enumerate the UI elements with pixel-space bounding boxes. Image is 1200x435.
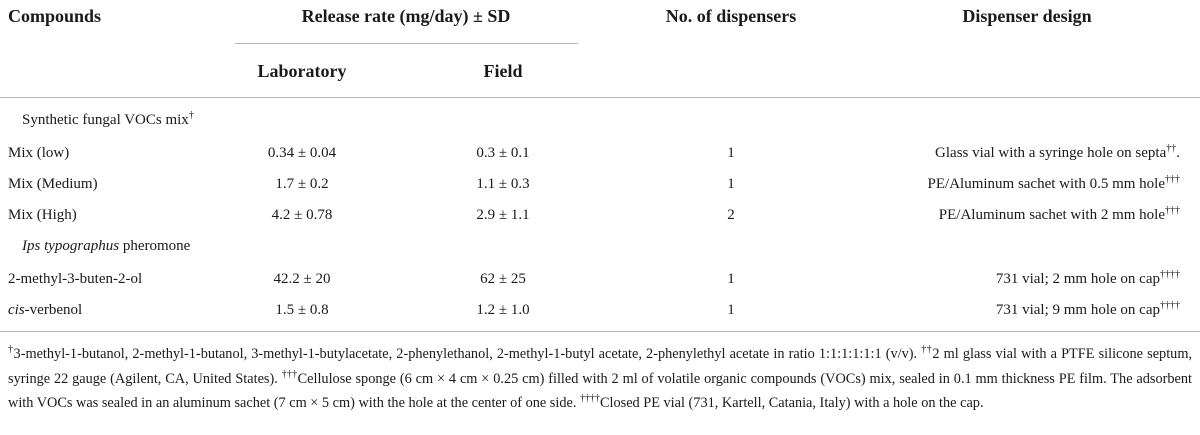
field: 62 ± 25 bbox=[480, 269, 526, 289]
design: PE/Aluminum sachet with 2 mm hole††† bbox=[939, 205, 1180, 225]
header: Dispenser design bbox=[962, 6, 1092, 26]
dispenser-count: 1 bbox=[727, 145, 735, 161]
laboratory-value: 4.2 ± 0.78 bbox=[271, 207, 333, 223]
rule bbox=[235, 43, 578, 44]
dispensers: 1 bbox=[727, 143, 735, 163]
dispensers: 2 bbox=[727, 205, 735, 225]
design: 731 vial; 2 mm hole on cap†††† bbox=[996, 269, 1180, 289]
dispensers: 1 bbox=[727, 174, 735, 194]
section-label: Synthetic fungal VOCs mix† bbox=[22, 110, 194, 130]
footnotes: †3-methyl-1-butanol, 2-methyl-1-butanol,… bbox=[8, 342, 1192, 416]
header: Release rate (mg/day) ± SD bbox=[301, 6, 511, 26]
dispenser-count: 2 bbox=[727, 207, 735, 223]
laboratory: 1.7 ± 0.2 bbox=[275, 174, 328, 194]
compound: 2-methyl-3-buten-2-ol bbox=[8, 271, 143, 287]
field: 1.1 ± 0.3 bbox=[476, 174, 529, 194]
footnote-mark: †††† bbox=[1160, 269, 1180, 280]
compound: Mix (low) bbox=[8, 145, 70, 161]
rule bbox=[0, 97, 1200, 98]
footnote-mark: † bbox=[188, 110, 194, 121]
laboratory: 4.2 ± 0.78 bbox=[272, 205, 333, 225]
field-value: 2.9 ± 1.1 bbox=[476, 207, 530, 223]
field: 0.3 ± 0.1 bbox=[476, 143, 529, 163]
dispenser-count: 1 bbox=[727, 302, 735, 318]
field: 1.2 ± 1.0 bbox=[476, 300, 529, 320]
header: No. of dispensers bbox=[665, 6, 797, 26]
footnote-mark: †††† bbox=[579, 393, 600, 404]
design: PE/Aluminum sachet with 0.5 mm hole bbox=[927, 176, 1165, 192]
footnote-text: 2 ml glass vial with a PTFE silicone sep… bbox=[8, 346, 1193, 387]
footnote-text: 3-methyl-1-butanol, 2-methyl-1-butanol, … bbox=[13, 346, 918, 362]
compound: Mix (low) bbox=[8, 143, 69, 163]
design-end: . bbox=[1176, 145, 1180, 161]
compound: Mix (High) bbox=[8, 207, 77, 223]
design: 731 vial; 9 mm hole on cap bbox=[995, 302, 1160, 318]
compound: -verbenol bbox=[24, 302, 83, 318]
design: Glass vial with a syringe hole on septa†… bbox=[935, 143, 1180, 163]
dispensers: 1 bbox=[727, 300, 735, 320]
design: 731 vial; 9 mm hole on cap†††† bbox=[996, 300, 1180, 320]
laboratory-value: 1.7 ± 0.2 bbox=[275, 176, 329, 192]
laboratory-value: 42.2 ± 20 bbox=[273, 271, 331, 287]
header: Laboratory bbox=[257, 61, 347, 81]
header: Compounds bbox=[8, 6, 102, 26]
design: PE/Aluminum sachet with 2 mm hole bbox=[938, 207, 1165, 223]
label-text: pheromone bbox=[119, 238, 191, 254]
field-value: 0.3 ± 0.1 bbox=[476, 145, 530, 161]
field-value: 1.1 ± 0.3 bbox=[476, 176, 530, 192]
compound: 2-methyl-3-buten-2-ol bbox=[8, 269, 142, 289]
laboratory: 1.5 ± 0.8 bbox=[275, 300, 328, 320]
design: 731 vial; 2 mm hole on cap bbox=[995, 271, 1160, 287]
footnote-mark: †††† bbox=[1160, 300, 1180, 311]
section-label: Ips typographus pheromone bbox=[22, 236, 190, 256]
footnote-mark: † bbox=[8, 344, 14, 355]
rule bbox=[0, 331, 1200, 332]
footnote-mark: ††† bbox=[1165, 205, 1180, 216]
footnote-mark: ††† bbox=[281, 368, 298, 380]
field-value: 62 ± 25 bbox=[480, 271, 526, 287]
compound: Mix (Medium) bbox=[8, 176, 98, 192]
design: Glass vial with a syringe hole on septa bbox=[935, 145, 1167, 161]
footnote-mark: ††† bbox=[1165, 174, 1180, 185]
label-italic: Ips typographus bbox=[22, 238, 120, 254]
footnote-mark: †† bbox=[1166, 143, 1177, 154]
field: 2.9 ± 1.1 bbox=[476, 205, 529, 225]
dispensers: 1 bbox=[727, 269, 735, 289]
dispenser-count: 1 bbox=[727, 176, 735, 192]
laboratory: 0.34 ± 0.04 bbox=[268, 143, 336, 163]
laboratory: 42.2 ± 20 bbox=[274, 269, 331, 289]
dispenser-count: 1 bbox=[727, 271, 735, 287]
design: PE/Aluminum sachet with 0.5 mm hole††† bbox=[928, 174, 1180, 194]
footnote-text: Closed PE vial (731, Kartell, Catania, I… bbox=[599, 395, 984, 411]
field-value: 1.2 ± 1.0 bbox=[476, 302, 530, 318]
label-text: Synthetic fungal VOCs mix bbox=[22, 112, 189, 128]
compound-italic: cis bbox=[8, 302, 25, 318]
footnote-mark: †† bbox=[921, 344, 933, 355]
footnote-text: Cellulose sponge (6 cm × 4 cm × 0.25 cm)… bbox=[8, 370, 1192, 412]
header: Field bbox=[483, 61, 523, 81]
laboratory-value: 0.34 ± 0.04 bbox=[267, 145, 337, 161]
compound: cis-verbenol bbox=[8, 300, 82, 320]
compound: Mix (High) bbox=[8, 205, 77, 225]
compound: Mix (Medium) bbox=[8, 174, 98, 194]
laboratory-value: 1.5 ± 0.8 bbox=[275, 302, 329, 318]
